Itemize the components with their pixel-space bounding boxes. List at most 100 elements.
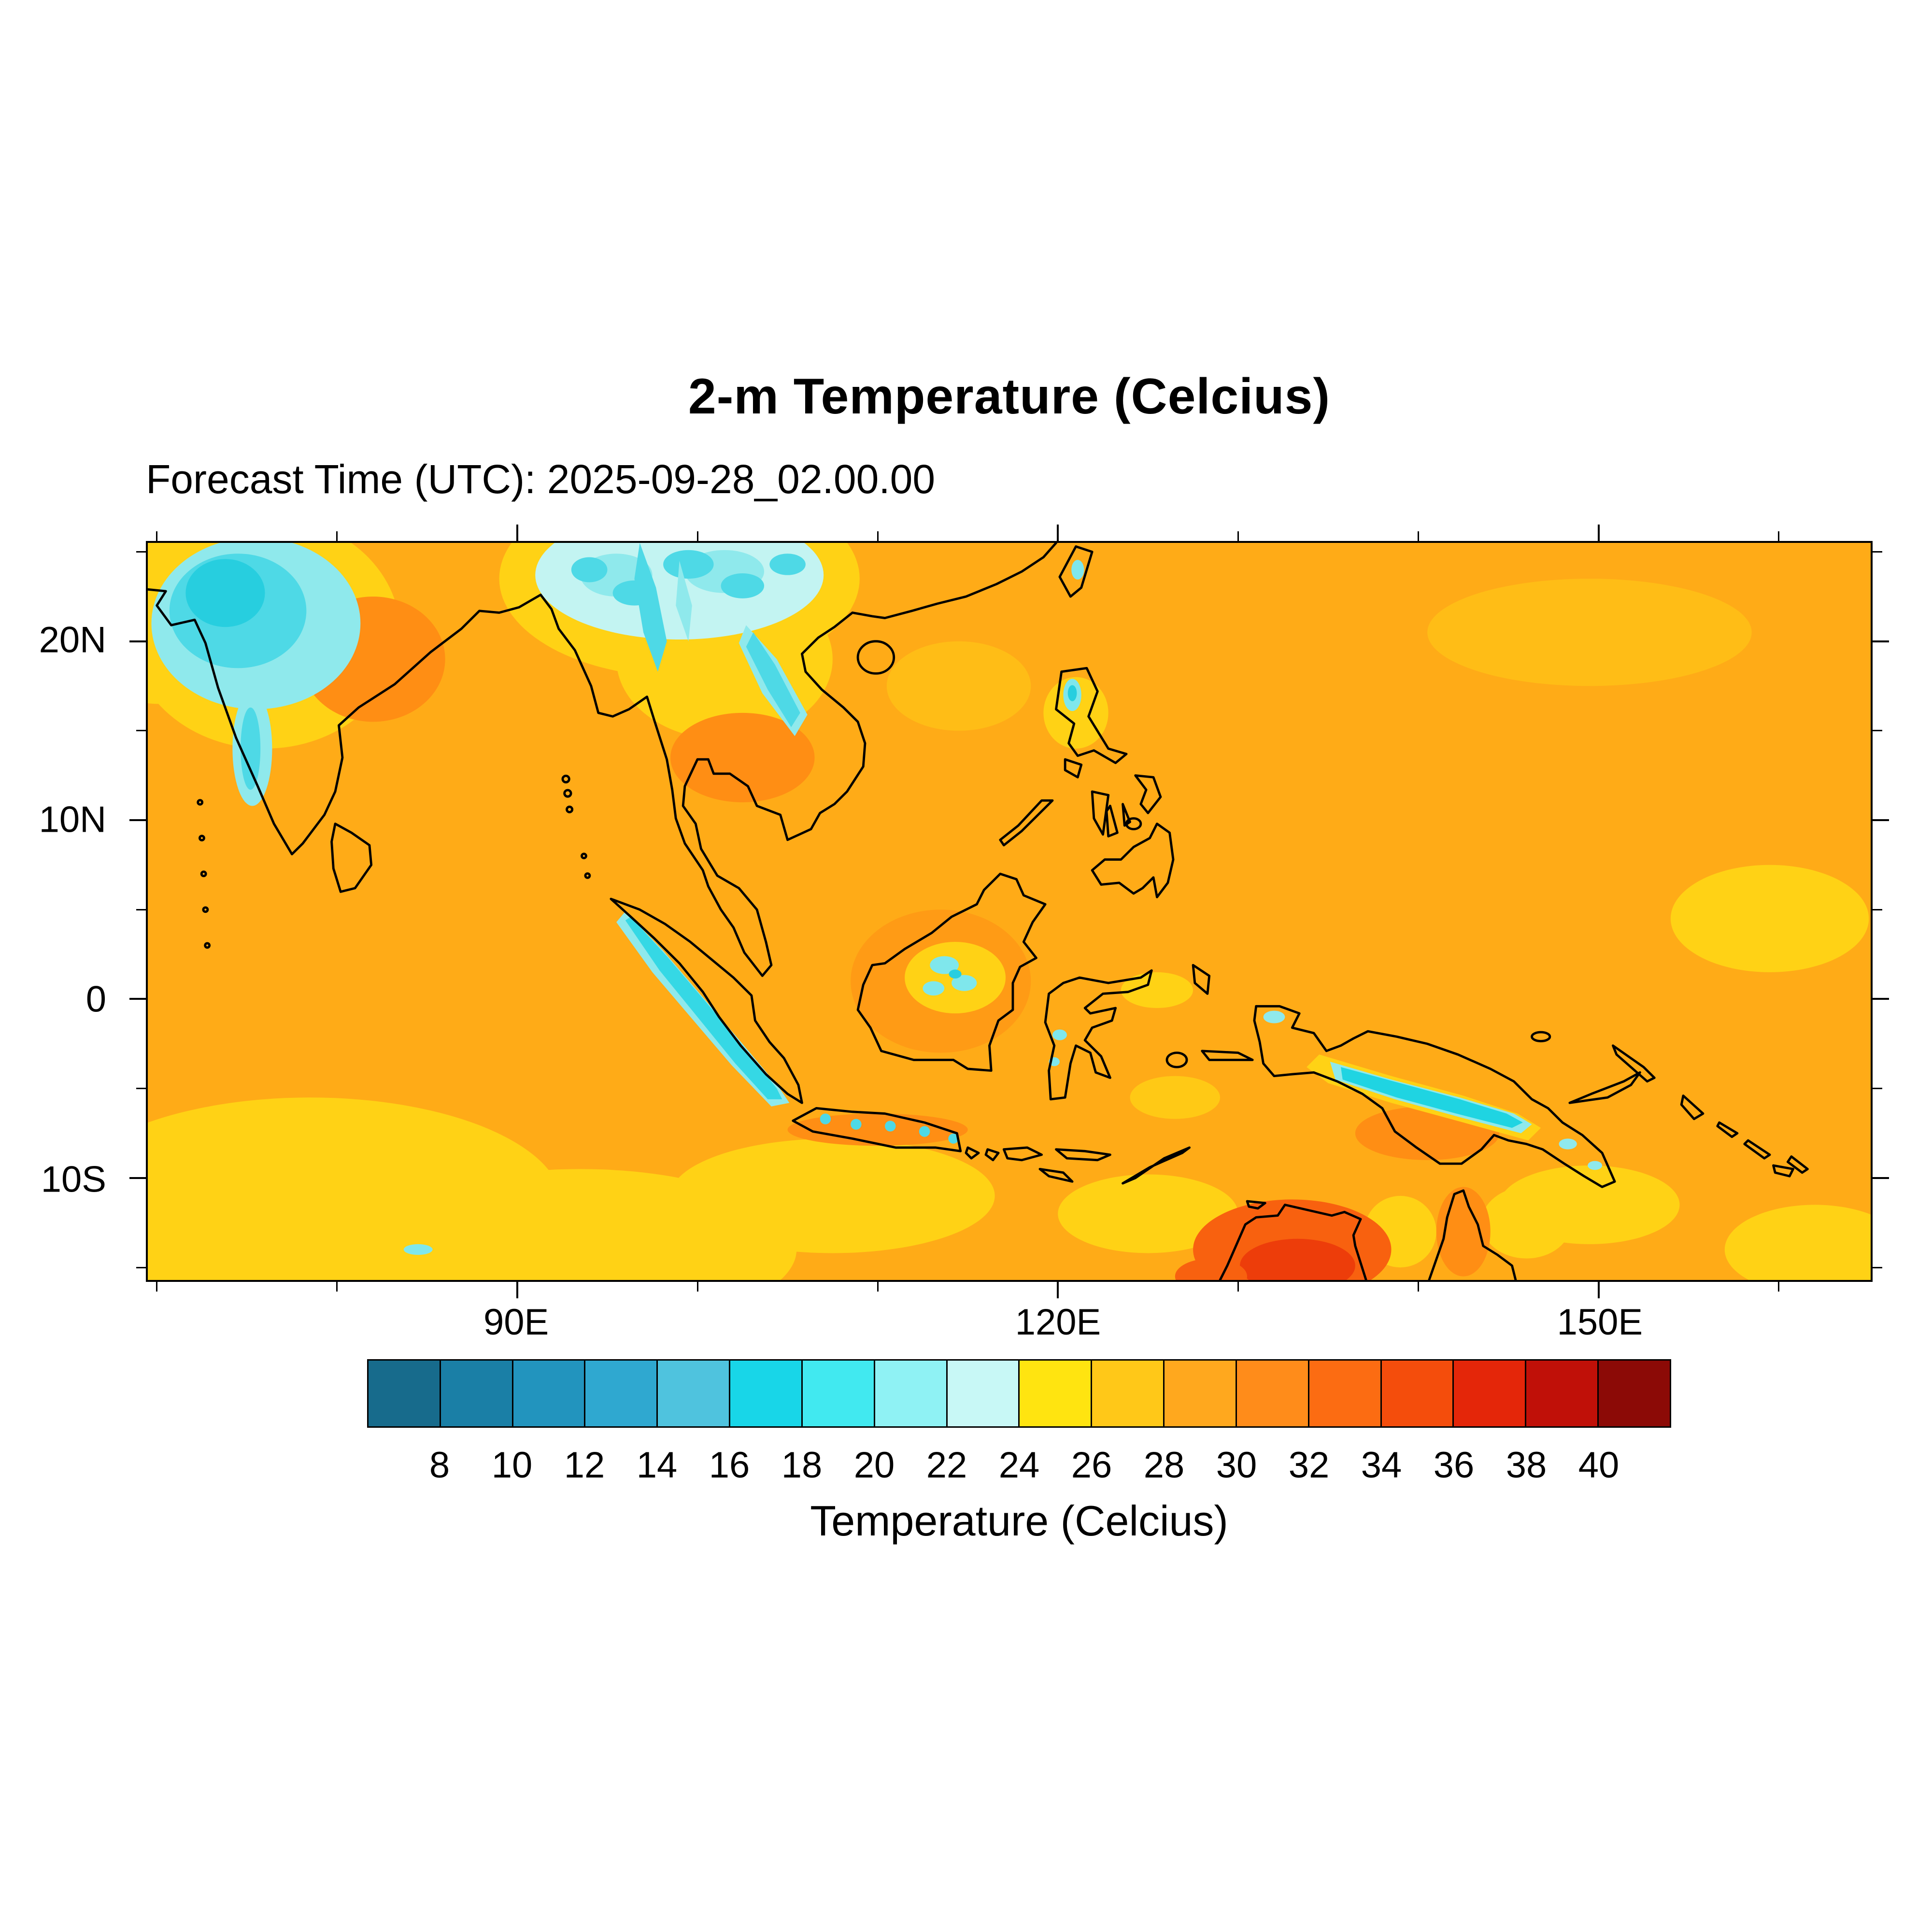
colorbar-tick-label: 32 [1288, 1445, 1330, 1486]
tick-mark [1597, 525, 1600, 541]
coastline-new-ireland [1612, 1044, 1656, 1083]
coastline-flores [1055, 1148, 1111, 1162]
map-plot-area [129, 525, 1889, 1298]
temperature-field [148, 543, 1871, 1280]
colorbar-tick-label: 38 [1506, 1445, 1547, 1486]
coastline-palawan [999, 799, 1054, 847]
colorbar-title: Temperature (Celcius) [810, 1497, 1228, 1545]
coastline-negros [1105, 805, 1119, 838]
colorbar-segment [1525, 1359, 1599, 1428]
colorbar-segment [1307, 1359, 1382, 1428]
tick-mark [1873, 551, 1882, 553]
coastline-lakshadweep-1 [197, 799, 204, 806]
tick-mark [136, 1266, 146, 1268]
colorbar-tick-label: 14 [636, 1445, 678, 1486]
coastline-nicobar-2 [584, 872, 591, 879]
colorbar-segment [1091, 1359, 1165, 1428]
tick-mark [1057, 1282, 1059, 1298]
tick-mark [1873, 1266, 1882, 1268]
colorbar-tick-label: 24 [998, 1445, 1040, 1486]
coastline-mindoro [1064, 758, 1083, 779]
colorbar-segment [511, 1359, 586, 1428]
tick-mark [696, 1282, 698, 1292]
tick-mark [156, 1282, 158, 1292]
coastline-lombok [984, 1148, 1000, 1162]
tick-mark [1873, 1088, 1882, 1090]
y-axis-tick-label: 0 [85, 979, 106, 1020]
colorbar-tick-label: 40 [1578, 1445, 1619, 1486]
tick-mark [1873, 909, 1882, 910]
tick-mark [696, 531, 698, 541]
colorbar-segment [1235, 1359, 1309, 1428]
tick-mark [877, 1282, 879, 1292]
tick-mark [136, 909, 146, 910]
colorbar-segment [1163, 1359, 1237, 1428]
tick-mark [1778, 531, 1780, 541]
forecast-time-label: Forecast Time (UTC): 2025-09-28_02.00.00 [146, 456, 936, 502]
coastline-new-guinea [1253, 1005, 1616, 1188]
colorbar-segment [656, 1359, 731, 1428]
colorbar-tick-label: 16 [709, 1445, 750, 1486]
coastline-sumba [1038, 1167, 1074, 1183]
tick-mark [1873, 998, 1889, 1000]
coastline-panay [1091, 790, 1110, 836]
tick-mark [1417, 1282, 1419, 1292]
x-axis-tick-label: 150E [1557, 1302, 1643, 1343]
coastline-nicobar-1 [581, 852, 587, 860]
coastline-bali [965, 1146, 980, 1160]
x-axis-labels: 90E 120E 150E [146, 1301, 1873, 1350]
coastline-sulawesi [1044, 969, 1153, 1101]
coastline-sumbawa [1002, 1146, 1043, 1162]
coastline-andaman-3 [566, 805, 574, 813]
page-title: 2-m Temperature (Celcius) [688, 369, 1331, 425]
tick-mark [516, 525, 518, 541]
tick-mark [136, 730, 146, 732]
coastline-bohol [1125, 817, 1142, 831]
tick-mark [129, 998, 146, 1000]
coastline-taiwan [1058, 545, 1094, 598]
tick-mark [1597, 1282, 1600, 1298]
tick-mark [1778, 1282, 1780, 1292]
coastline-timor [1122, 1146, 1191, 1185]
colorbar [367, 1359, 1671, 1428]
tick-mark [1873, 819, 1889, 822]
y-axis-tick-label: 20N [39, 619, 106, 661]
coastline-sri-lanka [330, 823, 373, 893]
coastline-guadalcanal [1772, 1164, 1794, 1178]
colorbar-tick-label: 12 [564, 1445, 605, 1486]
coastline-maldives-3 [204, 942, 211, 949]
colorbar-labels: 8 10 12 14 16 18 20 22 24 26 28 30 32 34 36 38 40 [367, 1444, 1671, 1491]
coastline-samar-leyte [1134, 774, 1162, 814]
tick-mark [516, 1282, 518, 1298]
coastline-maldives-1 [200, 870, 207, 878]
tick-mark [136, 551, 146, 553]
colorbar-segment [801, 1359, 875, 1428]
coastline-melville [1246, 1200, 1266, 1210]
x-axis-tick-label: 120E [1015, 1302, 1101, 1343]
coastline-seram [1201, 1050, 1254, 1061]
colorbar-tick-label: 10 [491, 1445, 533, 1486]
tick-mark [129, 1177, 146, 1179]
coastline-choiseul [1716, 1121, 1739, 1138]
tick-mark [877, 531, 879, 541]
tick-mark [1237, 1282, 1239, 1292]
colorbar-segment [367, 1359, 441, 1428]
coastline-andaman-2 [563, 789, 572, 798]
colorbar-tick-label: 36 [1433, 1445, 1475, 1486]
tick-mark [156, 531, 158, 541]
coastline-java [792, 1107, 962, 1152]
colorbar-tick-label: 28 [1143, 1445, 1185, 1486]
coastline-luzon [1055, 667, 1128, 764]
coastline-lakshadweep-2 [199, 835, 205, 841]
tick-mark [1057, 525, 1059, 541]
x-axis-tick-label: 90E [483, 1302, 549, 1343]
coastline-manus [1531, 1031, 1551, 1042]
coastline-mainland-asia [148, 543, 1057, 977]
colorbar-tick-label: 20 [853, 1445, 895, 1486]
tick-mark [1873, 730, 1882, 732]
coastline-hainan [856, 640, 895, 675]
tick-mark [1873, 1177, 1889, 1179]
colorbar-tick-label: 26 [1071, 1445, 1112, 1486]
coastline-malaita [1786, 1155, 1809, 1174]
colorbar-segment [1018, 1359, 1093, 1428]
